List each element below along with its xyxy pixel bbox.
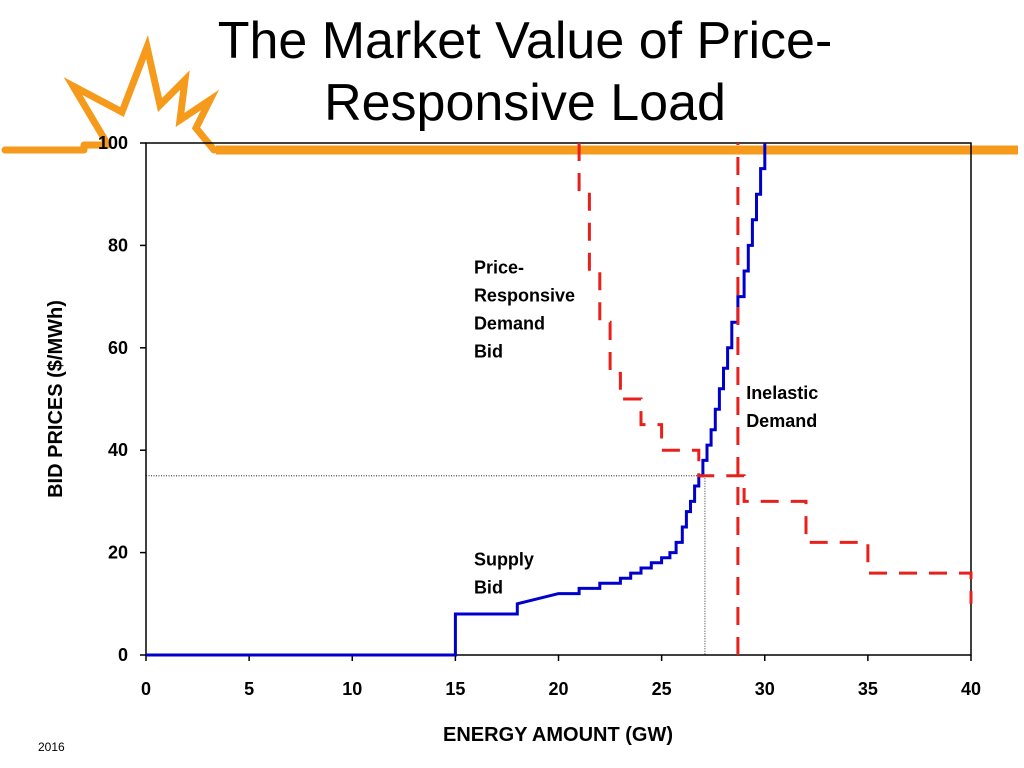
supply-bid-label-line: Supply: [474, 549, 534, 569]
y-axis: 0 20 40 60 80 100: [98, 133, 146, 665]
y-tick-label: 60: [108, 338, 128, 358]
price-responsive-demand-label-line: Bid: [474, 342, 503, 362]
clearing-guides: [146, 475, 706, 655]
inelastic-demand-label-line: Inelastic: [746, 383, 818, 403]
price-responsive-demand-label-line: Responsive: [474, 286, 575, 306]
slide-decoration: [1, 34, 1018, 155]
x-tick-label: 40: [961, 679, 981, 699]
inelastic-demand-label-line: Demand: [746, 411, 817, 431]
x-tick-label: 15: [445, 679, 465, 699]
x-axis-title: ENERGY AMOUNT (GW): [443, 724, 673, 746]
accent-bar-left: [1, 141, 112, 154]
y-axis-title: BID PRICES ($/MWh): [45, 300, 67, 498]
x-tick-label: 30: [755, 679, 775, 699]
price-responsive-demand-label-line: Demand: [474, 314, 545, 334]
y-tick-label: 0: [118, 645, 128, 665]
x-tick-label: 0: [141, 679, 151, 699]
x-axis: 0 5 10 15 20 25 30 35 40: [141, 655, 981, 699]
series-line-2: [577, 143, 973, 604]
x-tick-label: 25: [652, 679, 672, 699]
y-tick-label: 100: [98, 133, 128, 153]
supply-bid-label-line: Bid: [474, 577, 503, 597]
starburst-icon: [63, 34, 220, 154]
y-tick-label: 20: [108, 543, 128, 563]
y-tick-label: 80: [108, 235, 128, 255]
x-tick-label: 10: [342, 679, 362, 699]
annotation-layer: Price- Responsive Demand Bid Inelastic Demand…: [474, 258, 818, 598]
footer-year: 2016: [38, 740, 65, 754]
price-responsive-demand-label-line: Price-: [474, 258, 524, 278]
x-tick-label: 5: [244, 679, 254, 699]
slide-title: The Market Value of Price- Responsive Lo…: [150, 10, 900, 134]
series-layer: [146, 143, 973, 657]
slide-title-line-1: The Market Value of Price-: [217, 12, 833, 70]
plot-area-frame: [145, 142, 972, 656]
y-tick-label: 40: [108, 440, 128, 460]
x-tick-label: 35: [858, 679, 878, 699]
series-line-1: [146, 143, 767, 657]
x-tick-label: 20: [548, 679, 568, 699]
slide-title-line-2: Responsive Load: [324, 74, 726, 132]
